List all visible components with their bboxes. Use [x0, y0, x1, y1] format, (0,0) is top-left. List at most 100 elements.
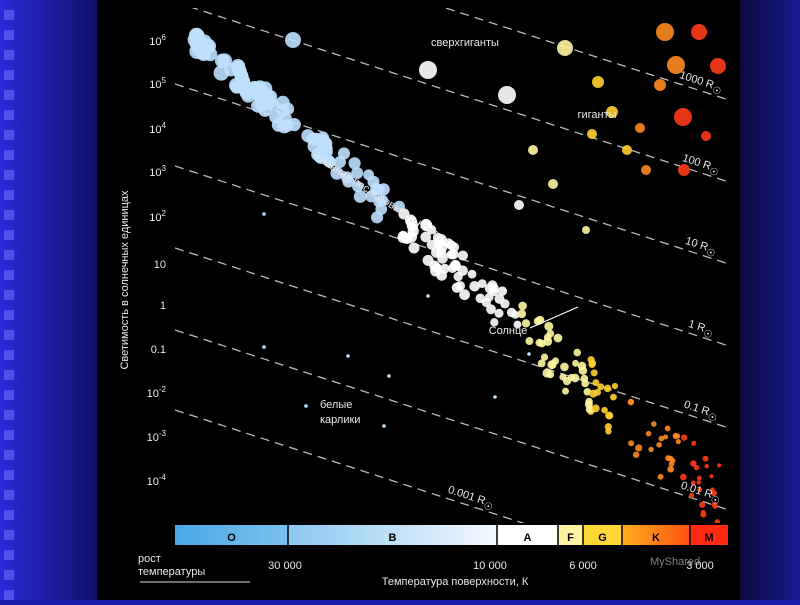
right-band	[740, 0, 800, 600]
supergiants-label: сверхгиганты	[431, 37, 499, 49]
y-tick-label-sup: 6	[162, 33, 167, 42]
decor-square	[4, 70, 14, 80]
decor-square	[4, 550, 14, 560]
star	[582, 226, 590, 234]
spectral-segment	[497, 525, 558, 545]
star	[457, 265, 468, 276]
star	[544, 321, 554, 331]
star	[604, 423, 612, 431]
star	[591, 404, 600, 413]
decor-square	[4, 510, 14, 520]
spectral-label: O	[227, 532, 236, 544]
radius-label-sub: ☉	[709, 494, 721, 507]
star	[537, 359, 546, 368]
star	[590, 369, 598, 377]
star	[540, 353, 549, 361]
decor-square	[4, 370, 14, 380]
decor-square	[4, 310, 14, 320]
white-dwarfs-label: белые	[320, 399, 352, 411]
star	[419, 61, 437, 79]
x-tick-label: 10 000	[473, 560, 507, 572]
star	[717, 463, 722, 468]
star	[690, 480, 696, 486]
radius-label-sub: ☉	[482, 501, 494, 514]
x-axis-title: Температура поверхности, К	[382, 576, 529, 588]
star	[667, 465, 674, 473]
star	[278, 112, 292, 126]
spectral-label: M	[704, 532, 713, 544]
star	[494, 293, 505, 304]
decor-square	[4, 410, 14, 420]
star	[262, 345, 266, 349]
decor-square	[4, 450, 14, 460]
star	[406, 220, 419, 232]
star	[548, 179, 558, 189]
star	[436, 241, 448, 253]
star	[670, 457, 676, 464]
y-tick-label: 102	[149, 209, 166, 224]
star	[611, 382, 619, 390]
star	[714, 519, 721, 523]
star	[704, 463, 709, 469]
spectral-segment	[288, 525, 497, 545]
decor-square	[4, 330, 14, 340]
spectral-segment	[690, 525, 728, 545]
radius-line	[191, 8, 730, 183]
star	[514, 200, 524, 210]
star	[710, 58, 726, 74]
star	[696, 480, 701, 485]
star	[651, 421, 657, 427]
decor-square	[4, 490, 14, 500]
star	[573, 348, 582, 357]
giants-label: гиганты	[577, 109, 616, 121]
decor-square	[4, 430, 14, 440]
spectral-segment	[622, 525, 690, 545]
star	[241, 89, 255, 103]
decor-square	[4, 30, 14, 40]
y-tick-label-sup: -4	[159, 473, 167, 482]
decor-square	[4, 150, 14, 160]
star	[572, 359, 579, 367]
radius-line	[175, 409, 525, 523]
star	[348, 157, 361, 170]
radius-line	[443, 8, 730, 101]
star	[688, 492, 695, 499]
star	[680, 473, 687, 481]
decor-square	[4, 230, 14, 240]
y-tick-label: 10-3	[147, 429, 167, 444]
star	[557, 40, 573, 56]
star	[632, 451, 640, 458]
x-tick-label: 30 000	[268, 560, 302, 572]
y-tick-label-sup: 5	[162, 76, 167, 85]
star	[446, 250, 456, 260]
plot-background	[97, 0, 740, 600]
star	[497, 286, 508, 296]
y-tick-label-main: 10	[149, 167, 161, 179]
star	[528, 145, 538, 155]
star	[431, 262, 442, 273]
star	[691, 440, 697, 446]
radius-label-sub: ☉	[706, 411, 718, 424]
star	[645, 430, 652, 437]
star	[517, 309, 527, 319]
star	[665, 455, 672, 462]
star	[560, 362, 569, 372]
star	[610, 393, 617, 401]
star	[420, 231, 432, 243]
star	[543, 337, 553, 346]
star	[518, 301, 527, 311]
star	[353, 190, 367, 203]
y-tick-label-sup: 3	[162, 164, 167, 173]
star	[570, 373, 580, 383]
star	[635, 444, 643, 452]
star	[323, 156, 336, 168]
star	[581, 379, 589, 388]
star	[262, 212, 266, 216]
star	[699, 501, 706, 508]
star	[656, 23, 674, 41]
star	[701, 131, 711, 141]
star	[597, 383, 605, 391]
spectral-label: B	[389, 532, 397, 544]
star	[641, 165, 651, 175]
